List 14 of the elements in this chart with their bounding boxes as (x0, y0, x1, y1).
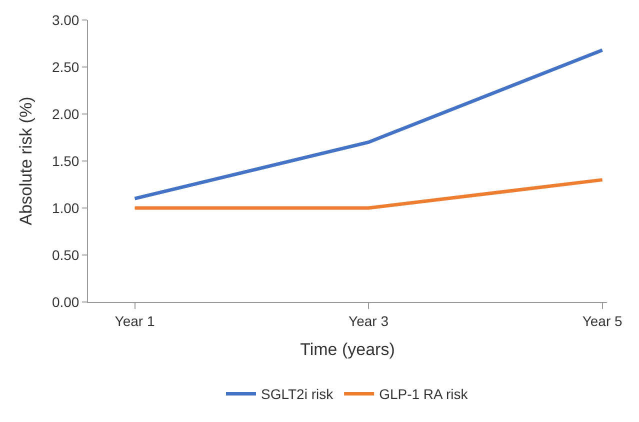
x-tick-label: Year 3 (348, 312, 389, 329)
y-tick-label: 2.50 (52, 58, 80, 75)
legend-label: GLP-1 RA risk (379, 386, 469, 402)
x-tick-label: Year 1 (114, 312, 155, 329)
y-tick-label: 1.00 (52, 200, 80, 216)
y-tick-label: 2.00 (52, 106, 80, 122)
y-axis-title: Absolute risk (%) (16, 96, 36, 226)
y-tick-label: 3.00 (52, 12, 80, 28)
y-tick-label: 0.50 (52, 246, 80, 263)
y-tick-label: 1.50 (52, 152, 80, 169)
x-tick-label: Year 5 (582, 312, 623, 329)
legend-label: SGLT2i risk (261, 386, 334, 402)
x-axis-title: Time (years) (300, 340, 395, 360)
y-tick-label: 0.00 (52, 294, 80, 310)
